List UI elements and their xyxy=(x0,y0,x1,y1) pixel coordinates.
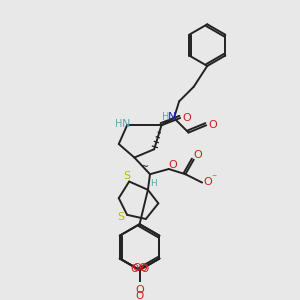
Text: S: S xyxy=(124,171,131,181)
Text: H: H xyxy=(162,112,169,122)
Text: O: O xyxy=(130,264,139,274)
Text: O: O xyxy=(138,263,147,273)
Text: O: O xyxy=(136,291,144,300)
Text: N: N xyxy=(168,112,176,122)
Text: O: O xyxy=(132,263,141,273)
Text: O: O xyxy=(203,176,212,187)
Text: O: O xyxy=(182,113,191,123)
Text: O: O xyxy=(135,285,144,295)
Text: H: H xyxy=(150,179,157,188)
Text: ~: ~ xyxy=(141,162,149,172)
Text: H: H xyxy=(115,119,122,129)
Text: O: O xyxy=(208,120,217,130)
Text: O: O xyxy=(194,151,202,160)
Text: ⁻: ⁻ xyxy=(211,173,216,183)
Text: O: O xyxy=(141,264,149,274)
Text: O: O xyxy=(169,160,177,170)
Text: S: S xyxy=(117,212,124,222)
Text: N: N xyxy=(122,119,130,129)
